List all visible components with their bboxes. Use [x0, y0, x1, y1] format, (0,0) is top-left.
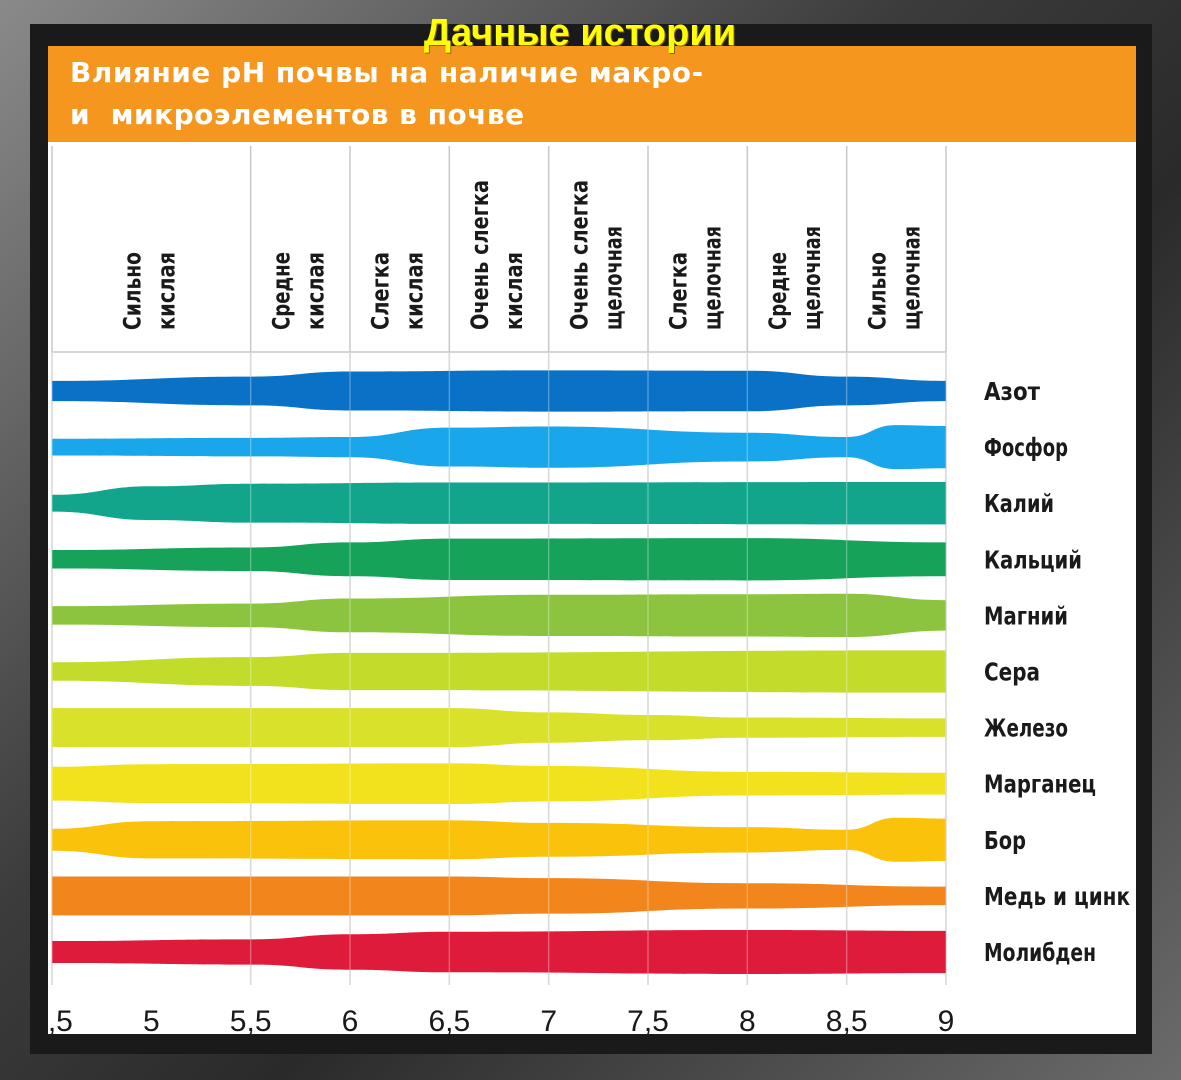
zone-label-line: Сильно	[118, 252, 146, 330]
zone-label-line: кислая	[152, 252, 180, 330]
series-label: Молибден	[984, 938, 1096, 967]
x-tick-labels: 4,5 5 5,5 6 6,5 7 7,5 8 8,5 9	[31, 1005, 954, 1038]
zone-label-0: Сильно кислая	[118, 252, 180, 330]
zone-label-line: Очень слегка	[466, 180, 494, 330]
band-4	[52, 538, 946, 581]
zone-label-line: щелочная	[798, 226, 826, 330]
zone-label-line: Средне	[764, 252, 792, 330]
x-tick-label: 6,5	[428, 1005, 470, 1038]
zone-label-7: Сильно щелочная	[863, 226, 925, 330]
series-label: Магний	[984, 601, 1068, 630]
x-tick-label: 5,5	[230, 1005, 272, 1038]
series-label: Бор	[984, 826, 1026, 855]
zone-label-3: Очень слегка кислая	[466, 180, 528, 330]
series-label: Азот	[984, 377, 1040, 406]
zone-label-line: кислая	[500, 252, 528, 330]
watermark-text: Дачные истории	[423, 12, 737, 54]
series-label: Кальций	[984, 545, 1082, 574]
series-label: Железо	[984, 714, 1068, 743]
x-tick-label: 8	[739, 1005, 756, 1038]
band-9	[52, 817, 946, 862]
zone-label-line: кислая	[401, 252, 429, 330]
zone-label-line: Сильно	[863, 252, 891, 330]
series-label: Марганец	[984, 770, 1096, 799]
title-line-1: Влияние pH почвы на наличие макро-	[70, 56, 704, 89]
x-tick-label: 9	[938, 1005, 955, 1038]
element-labels: Азот Фосфор Калий Кальций Магний Сера Железо Ма…	[984, 377, 1130, 967]
series-label: Сера	[984, 658, 1040, 687]
band-5	[52, 593, 946, 638]
zone-label-line: кислая	[301, 252, 329, 330]
zone-label-line: щелочная	[897, 226, 925, 330]
band-6	[52, 650, 946, 693]
band-1	[52, 370, 946, 412]
zone-label-line: Средне	[267, 252, 295, 330]
zone-labels: Сильно кислая Средне кислая Слегка кислая Очен…	[118, 180, 925, 330]
element-bands	[51, 352, 947, 985]
x-tick-label: 7	[540, 1005, 557, 1038]
title-line-2: и микроэлементов в почве	[70, 98, 525, 131]
x-tick-label: 8,5	[826, 1005, 868, 1038]
zone-label-5: Слегка щелочная	[665, 226, 727, 330]
band-2	[52, 425, 946, 470]
band-7	[52, 708, 946, 748]
band-8	[52, 763, 946, 804]
series-label: Медь и цинк	[984, 882, 1130, 911]
zone-label-line: Слегка	[367, 252, 395, 330]
zone-label-2: Слегка кислая	[367, 252, 429, 330]
zone-label-4: Очень слегка щелочная	[565, 180, 627, 330]
header-band	[48, 46, 1136, 142]
zone-label-1: Средне кислая	[267, 252, 329, 330]
page-title: Влияние pH почвы на наличие макро- и мик…	[70, 52, 970, 136]
zone-label-line: Слегка	[665, 252, 693, 330]
band-11	[52, 930, 946, 974]
zone-label-line: щелочная	[599, 226, 627, 330]
band-10	[52, 876, 946, 916]
zone-label-line: щелочная	[699, 226, 727, 330]
zone-label-line: Очень слегка	[565, 180, 593, 330]
x-tick-label: 6	[342, 1005, 359, 1038]
x-tick-label: 4,5	[31, 1005, 73, 1038]
band-3	[52, 482, 946, 525]
x-tick-label: 5	[143, 1005, 160, 1038]
series-label: Калий	[984, 489, 1054, 518]
series-label: Фосфор	[984, 433, 1068, 462]
zone-label-6: Средне щелочная	[764, 226, 826, 330]
x-tick-label: 7,5	[627, 1005, 669, 1038]
